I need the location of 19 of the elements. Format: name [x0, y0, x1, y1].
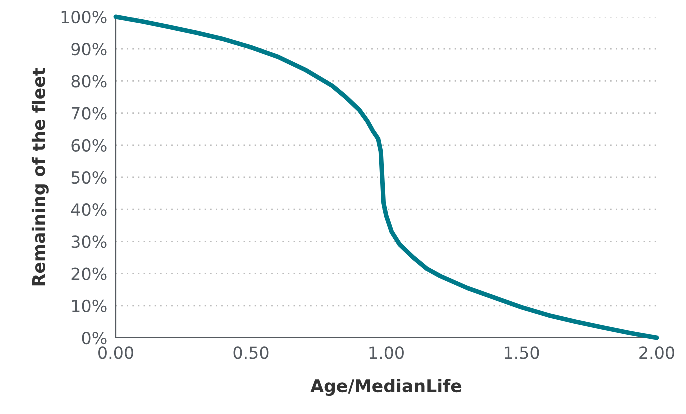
y-tick-label: 70%: [72, 107, 107, 120]
x-tick-label: 2.00: [640, 346, 674, 360]
y-tick-label: 90%: [72, 43, 107, 56]
y-tick-label: 60%: [72, 139, 107, 152]
x-tick-label: 1.50: [505, 346, 540, 360]
y-axis-title: Remaining of the fleet: [32, 68, 49, 286]
line-series: [114, 14, 660, 340]
y-tick-label: 20%: [72, 268, 107, 280]
y-tick-label: 50%: [72, 171, 107, 184]
x-tick-label: 1.00: [370, 346, 404, 360]
x-tick-label: 0.00: [98, 346, 134, 360]
y-tick-label: 30%: [72, 236, 107, 248]
y-tick-label: 0%: [82, 332, 107, 345]
x-tick-label: 0.50: [234, 346, 269, 360]
y-tick-label: 80%: [72, 75, 107, 88]
y-tick-label: 10%: [72, 300, 107, 312]
x-axis-title: Age/MedianLife: [310, 379, 462, 396]
y-tick-label: 40%: [71, 204, 107, 216]
y-tick-label: 100%: [62, 10, 107, 24]
